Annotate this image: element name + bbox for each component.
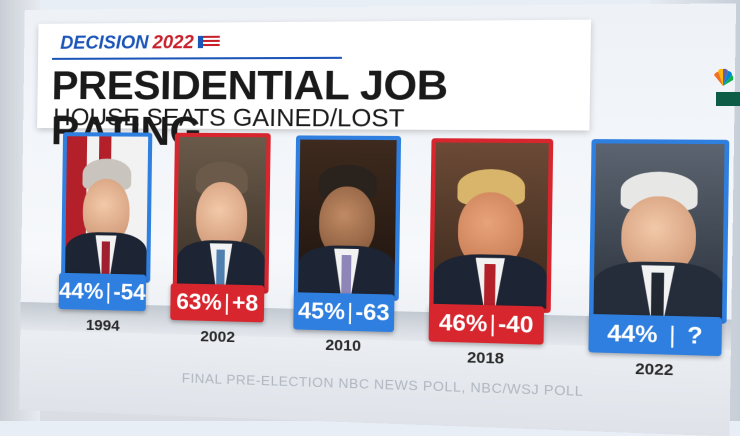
president-card-2022 xyxy=(588,139,730,324)
brand-year: 2022 xyxy=(152,31,194,52)
decision-brand: DECISION 2022 xyxy=(52,31,228,54)
seats-2010: -63 xyxy=(355,298,390,326)
separator: | xyxy=(346,298,354,325)
peacock-logo-icon xyxy=(714,68,734,86)
seats-2018: -40 xyxy=(497,310,534,338)
year-label-2022: 2022 xyxy=(634,360,674,380)
brand-prefix: DECISION xyxy=(60,31,149,53)
header-panel: DECISION 2022 PRESIDENTIAL JOB RATING HO… xyxy=(37,19,592,154)
separator: | xyxy=(105,278,112,305)
approval-2002: 63% xyxy=(176,288,223,316)
president-card-1994 xyxy=(60,132,153,283)
president-card-2018 xyxy=(429,138,554,313)
stat-badge-2010: 45% | -63 xyxy=(293,292,395,333)
stat-badge-1994: 44% | -54 xyxy=(58,272,147,312)
president-card-2010 xyxy=(293,135,402,301)
approval-2018: 46% xyxy=(438,309,488,337)
seats-1994: -54 xyxy=(113,279,146,306)
year-label-1994: 1994 xyxy=(85,316,120,335)
portrait-1994 xyxy=(65,136,149,279)
approval-2022: 44% xyxy=(607,319,658,348)
network-bug-bar xyxy=(716,92,740,106)
source-footnote: FINAL PRE-ELECTION NBC NEWS POLL, NBC/WS… xyxy=(181,370,584,400)
portrait-2010 xyxy=(298,139,397,297)
stat-badge-2022: 44% | ? xyxy=(588,313,723,357)
seats-2002: +8 xyxy=(231,289,259,317)
year-label-2018: 2018 xyxy=(466,348,505,368)
year-label-2010: 2010 xyxy=(325,336,362,356)
separator: | xyxy=(223,289,231,316)
portrait-2018 xyxy=(433,142,549,309)
page-subtitle: HOUSE SEATS GAINED/LOST xyxy=(53,104,405,133)
portrait-2002 xyxy=(176,136,267,290)
stat-badge-2018: 46% | -40 xyxy=(428,303,545,345)
stat-badge-2002: 63% | +8 xyxy=(170,283,265,323)
year-label-2002: 2002 xyxy=(200,327,236,347)
approval-1994: 44% xyxy=(58,277,104,305)
graphic-board: DECISION 2022 PRESIDENTIAL JOB RATING HO… xyxy=(19,3,737,436)
separator: | xyxy=(489,310,497,337)
separator: | xyxy=(668,321,676,349)
seats-2022: ? xyxy=(686,321,703,350)
flag-icon xyxy=(197,35,220,49)
president-card-2002 xyxy=(172,132,271,294)
portrait-2022 xyxy=(593,143,725,320)
header-rule xyxy=(52,56,342,60)
approval-2010: 45% xyxy=(297,297,346,325)
